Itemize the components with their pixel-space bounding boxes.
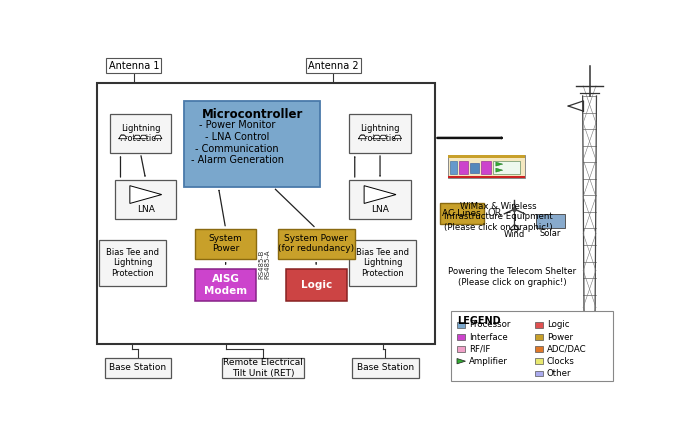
Bar <box>534 371 543 376</box>
Bar <box>350 180 411 218</box>
Bar <box>222 358 304 378</box>
Text: ADC/DAC: ADC/DAC <box>547 344 587 354</box>
Bar <box>493 161 520 174</box>
Bar <box>184 101 320 187</box>
Bar <box>278 228 354 259</box>
Text: Wind: Wind <box>504 230 525 239</box>
Text: Base Station: Base Station <box>357 363 414 372</box>
Bar <box>110 114 171 153</box>
Polygon shape <box>394 135 401 139</box>
Bar <box>195 228 256 259</box>
Polygon shape <box>154 135 162 139</box>
Polygon shape <box>496 168 503 172</box>
Text: Lightning
Protection: Lightning Protection <box>359 124 401 143</box>
Polygon shape <box>359 135 366 139</box>
Bar <box>536 214 565 228</box>
Polygon shape <box>457 358 466 364</box>
Bar <box>481 161 491 174</box>
Bar <box>552 344 581 360</box>
Text: AISG
Modem: AISG Modem <box>204 274 247 296</box>
Bar <box>448 176 525 178</box>
Bar <box>350 240 416 286</box>
Bar <box>99 240 166 286</box>
Bar <box>457 347 466 352</box>
Text: Interface: Interface <box>469 333 508 341</box>
Bar <box>195 269 256 301</box>
Text: Solar: Solar <box>540 229 561 238</box>
Text: Amplifier: Amplifier <box>469 357 508 366</box>
Text: RF/IF: RF/IF <box>469 344 491 354</box>
Bar <box>569 349 576 354</box>
Text: Antenna 2: Antenna 2 <box>308 61 359 71</box>
Bar <box>457 334 466 340</box>
Bar <box>115 180 177 218</box>
Text: Logic: Logic <box>300 280 332 290</box>
Text: RS485-A: RS485-A <box>264 250 270 279</box>
Bar <box>352 358 418 378</box>
Bar <box>440 203 484 224</box>
Bar <box>457 322 466 327</box>
Polygon shape <box>119 135 126 139</box>
Text: Bias Tee and
Lightning
Protection: Bias Tee and Lightning Protection <box>356 248 409 278</box>
Bar <box>449 161 457 174</box>
Bar <box>534 334 543 340</box>
Text: - Power Monitor
- LNA Control
- Communication
- Alarm Generation: - Power Monitor - LNA Control - Communic… <box>191 120 284 165</box>
Text: RS485-B: RS485-B <box>258 250 264 279</box>
Bar <box>350 114 411 153</box>
Bar <box>534 358 543 364</box>
Text: LNA: LNA <box>137 205 155 214</box>
Text: Logic: Logic <box>547 320 570 330</box>
Bar <box>448 155 525 158</box>
Bar <box>451 311 613 382</box>
Polygon shape <box>496 162 503 166</box>
Text: Other: Other <box>547 369 572 378</box>
Text: Lightning
Protection: Lightning Protection <box>119 124 162 143</box>
Text: WiMax & Wireless
Infrastructure Equipment
(Please click on graphic!): WiMax & Wireless Infrastructure Equipmen… <box>444 202 553 232</box>
Bar <box>534 322 543 327</box>
Text: Clocks: Clocks <box>547 357 575 366</box>
Text: Remote Electrical
Tilt Unit (RET): Remote Electrical Tilt Unit (RET) <box>223 358 303 378</box>
Polygon shape <box>373 135 381 139</box>
Text: Microcontroller: Microcontroller <box>201 109 303 121</box>
Text: Bias Tee and
Lightning
Protection: Bias Tee and Lightning Protection <box>106 248 159 278</box>
Text: LNA: LNA <box>371 205 389 214</box>
Text: System Power
(for redundancy): System Power (for redundancy) <box>278 234 354 253</box>
Bar <box>448 155 525 178</box>
Text: Antenna 1: Antenna 1 <box>109 61 159 71</box>
Text: Base Station: Base Station <box>109 363 166 372</box>
Bar <box>471 164 479 173</box>
Text: Processor: Processor <box>469 320 510 330</box>
Polygon shape <box>130 186 161 204</box>
Polygon shape <box>364 186 396 204</box>
Text: System
Power: System Power <box>209 234 243 253</box>
Polygon shape <box>139 135 148 139</box>
Bar <box>96 82 435 344</box>
Text: LEGEND: LEGEND <box>457 316 501 326</box>
Text: Powering the Telecom Shelter
(Please click on graphic!): Powering the Telecom Shelter (Please cli… <box>448 267 576 286</box>
Text: Power: Power <box>547 333 573 341</box>
Polygon shape <box>379 135 387 139</box>
Bar <box>104 358 171 378</box>
Bar <box>534 347 543 352</box>
Text: AC Lines: AC Lines <box>442 209 481 218</box>
Bar <box>557 349 565 360</box>
Polygon shape <box>133 135 141 139</box>
Bar <box>286 269 347 301</box>
Text: OR: OR <box>488 208 502 218</box>
Bar <box>459 161 468 174</box>
